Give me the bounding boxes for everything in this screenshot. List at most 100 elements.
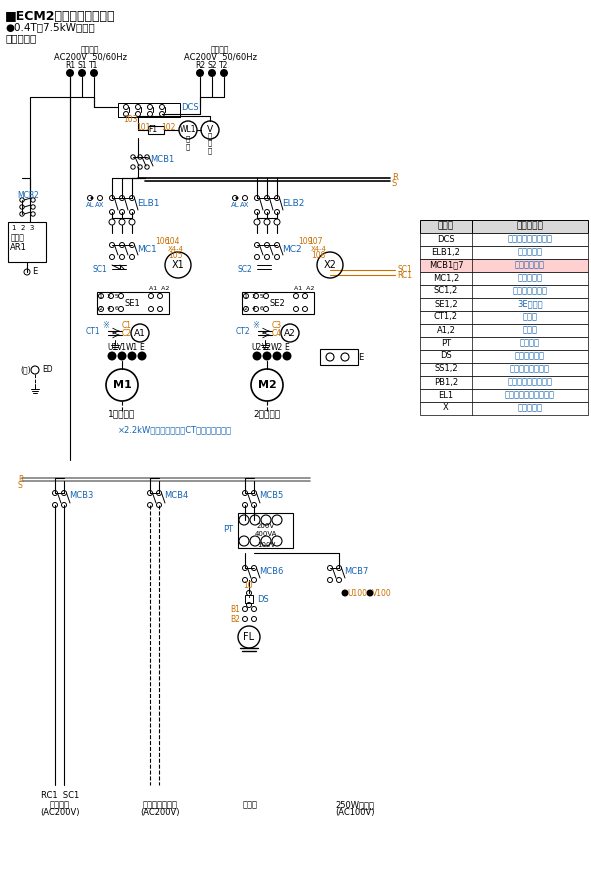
Text: 10: 10 [243,581,253,590]
Text: MCB3: MCB3 [69,491,93,500]
Circle shape [118,352,126,361]
Bar [420,376,588,389]
Bar [420,324,588,337]
Bar [245,595,253,603]
Text: 通報装置用電源: 通報装置用電源 [142,801,177,809]
Text: (AC200V): (AC200V) [40,808,80,817]
Text: MCB4: MCB4 [164,491,189,500]
Text: 遷断器: 遷断器 [11,233,25,243]
Text: 101: 101 [136,122,150,132]
Text: 107: 107 [308,237,323,246]
Circle shape [262,352,271,361]
Text: 部　品　名: 部 品 名 [517,222,544,230]
Bar [320,349,358,365]
Text: MCB1: MCB1 [150,155,174,164]
Text: 2  4  6: 2 4 6 [244,306,264,312]
Bar [420,233,588,246]
Text: E: E [32,267,37,277]
Text: S: S [392,178,397,188]
Text: 1  3  5: 1 3 5 [99,294,119,299]
Text: PT: PT [441,339,451,347]
Text: 105: 105 [168,251,183,260]
Text: WL1: WL1 [180,126,196,134]
Bar [97,292,169,314]
Text: R1: R1 [65,61,75,71]
Circle shape [208,69,216,77]
Text: AL: AL [230,202,239,208]
Text: A2: A2 [284,328,296,338]
Text: T1: T1 [89,61,99,71]
Text: U1: U1 [107,343,117,353]
Text: A1: A1 [134,328,146,338]
Text: ELB1: ELB1 [137,198,160,208]
Text: 電
源: 電 源 [186,136,190,150]
Text: ■ECM2形制御盤接続図例: ■ECM2形制御盤接続図例 [5,10,115,23]
Text: CT1: CT1 [85,327,100,335]
Text: 漏電遷断器: 漏電遷断器 [518,248,543,257]
Text: A1,2: A1,2 [437,326,456,334]
Text: V: V [207,126,213,134]
Text: SS1,2: SS1,2 [434,365,458,374]
Bar [420,389,588,402]
Circle shape [66,69,74,77]
Text: 非常電源: 非常電源 [211,45,229,54]
Bar [420,259,588,272]
Text: PT: PT [223,526,233,534]
Text: 電流計: 電流計 [522,326,537,334]
Bar [420,402,588,415]
Text: RC1  SC1: RC1 SC1 [41,790,79,800]
Text: AX: AX [95,202,105,208]
Text: 106: 106 [155,237,170,246]
Circle shape [342,589,349,596]
Text: 押しボタンスイッチ: 押しボタンスイッチ [508,377,553,387]
Circle shape [90,69,98,77]
Bar [238,513,293,548]
Text: S1: S1 [77,61,87,71]
Text: FL: FL [243,632,255,642]
Text: (AC200V): (AC200V) [140,808,180,817]
Circle shape [90,196,93,200]
Text: CT2: CT2 [235,327,250,335]
Text: 2  4  6: 2 4 6 [99,306,119,312]
Text: V1: V1 [117,343,127,353]
Text: X2: X2 [323,260,336,270]
Text: M1: M1 [113,380,131,390]
Text: A1  A2: A1 A2 [149,286,170,292]
Bar [420,337,588,350]
Circle shape [282,352,291,361]
Text: MCB5: MCB5 [259,491,283,500]
Text: (AC100V): (AC100V) [335,808,375,817]
Text: X4-4: X4-4 [311,246,327,252]
Circle shape [138,352,147,361]
Circle shape [220,69,228,77]
Text: 補助リレー: 補助リレー [518,403,543,413]
Text: MC1: MC1 [137,244,157,253]
Text: 100V: 100V [257,542,275,548]
Text: 3Eリレー: 3Eリレー [517,299,543,308]
Circle shape [235,196,239,200]
Text: C2: C2 [122,329,132,339]
Text: CT1,2: CT1,2 [434,313,458,321]
Bar [420,298,588,311]
Text: U2: U2 [252,343,262,353]
Text: 使用電源: 使用電源 [81,45,99,54]
Text: ×2.2kW以下の電流計にCTは付きません。: ×2.2kW以下の電流計にCTは付きません。 [118,425,232,435]
Text: E: E [285,343,290,353]
Text: U100: U100 [347,588,367,597]
Text: ※: ※ [102,321,109,331]
Text: 電磁接触器: 電磁接触器 [518,273,543,283]
Text: 電
圧
計: 電 圧 計 [208,132,212,154]
Text: AR1: AR1 [9,244,27,252]
Text: F1: F1 [148,126,158,134]
Text: AC200V  50/60Hz: AC200V 50/60Hz [183,52,256,61]
Text: 変流器: 変流器 [522,313,537,321]
Text: MCB1）7: MCB1）7 [428,260,463,270]
Text: B2: B2 [230,615,240,623]
Text: E: E [139,343,144,353]
Text: RC1: RC1 [397,272,412,280]
Text: AX: AX [241,202,250,208]
Text: AC200V  50/60Hz: AC200V 50/60Hz [54,52,126,61]
Text: 102: 102 [161,122,175,132]
Text: EL1: EL1 [439,390,453,400]
Bar [420,246,588,259]
